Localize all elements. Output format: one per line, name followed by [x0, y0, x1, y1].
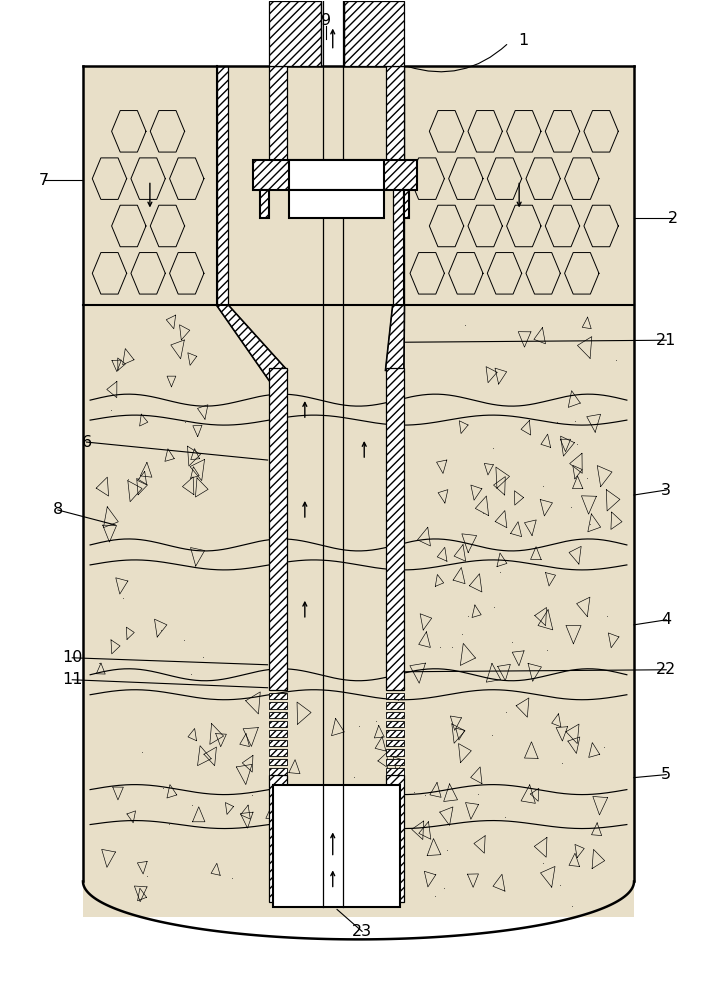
Text: 2: 2: [668, 211, 678, 226]
Polygon shape: [289, 190, 384, 218]
Polygon shape: [269, 693, 287, 699]
Text: 22: 22: [656, 662, 676, 677]
Text: 5: 5: [661, 767, 671, 782]
Text: 3: 3: [661, 483, 671, 498]
Polygon shape: [386, 759, 404, 765]
Polygon shape: [386, 740, 404, 746]
Polygon shape: [386, 768, 404, 775]
Polygon shape: [269, 702, 287, 709]
Polygon shape: [344, 1, 404, 66]
Polygon shape: [260, 190, 269, 218]
Polygon shape: [269, 768, 287, 775]
Polygon shape: [386, 730, 404, 737]
Polygon shape: [269, 749, 287, 756]
Polygon shape: [386, 775, 404, 902]
Polygon shape: [386, 305, 404, 380]
Polygon shape: [269, 759, 287, 765]
Text: 9: 9: [321, 13, 331, 28]
Polygon shape: [269, 775, 287, 902]
Polygon shape: [386, 712, 404, 718]
Text: 21: 21: [656, 333, 676, 348]
Polygon shape: [269, 1, 321, 66]
Polygon shape: [289, 160, 384, 190]
Text: 4: 4: [661, 612, 671, 627]
Polygon shape: [386, 749, 404, 756]
Polygon shape: [217, 66, 228, 305]
Text: 10: 10: [62, 650, 82, 665]
Polygon shape: [269, 66, 287, 160]
Text: 7: 7: [39, 173, 49, 188]
Polygon shape: [217, 305, 287, 380]
Polygon shape: [386, 693, 404, 699]
Text: 1: 1: [518, 33, 528, 48]
Text: 8: 8: [53, 502, 63, 517]
Text: 23: 23: [352, 924, 372, 939]
Text: 6: 6: [82, 435, 92, 450]
Polygon shape: [393, 66, 404, 305]
Polygon shape: [269, 721, 287, 727]
Polygon shape: [386, 721, 404, 727]
Text: 11: 11: [62, 672, 82, 687]
Polygon shape: [83, 66, 634, 917]
Polygon shape: [404, 190, 409, 218]
Polygon shape: [269, 368, 287, 690]
Polygon shape: [269, 740, 287, 746]
Polygon shape: [272, 785, 400, 907]
Polygon shape: [252, 160, 417, 190]
Polygon shape: [386, 368, 404, 690]
Polygon shape: [386, 66, 404, 160]
Polygon shape: [386, 702, 404, 709]
Polygon shape: [269, 712, 287, 718]
Polygon shape: [269, 730, 287, 737]
